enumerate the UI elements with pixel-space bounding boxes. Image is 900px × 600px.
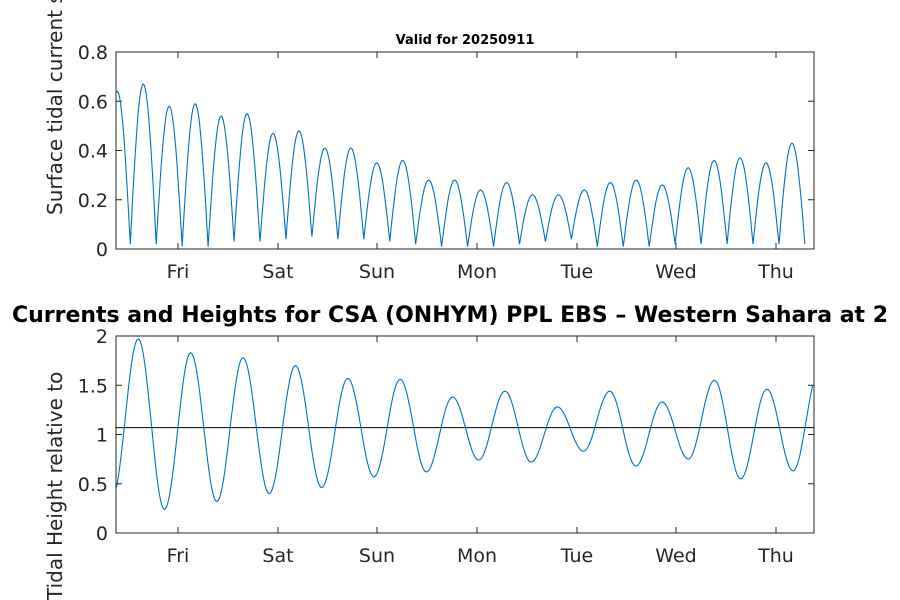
current-speed-series-line	[115, 83, 806, 247]
x-tick-label: Thu	[757, 261, 794, 283]
tidal-height-ylabel: Tidal Height relative to	[43, 372, 67, 600]
current-speed-ylabel: Surface tidal current speed, kn	[43, 0, 67, 215]
current-speed-ticks: 0 0.2 0.4 0.6 0.8 Fri Sat Sun Mon Tue Wed Thu	[78, 42, 814, 283]
x-tick-label: Sat	[262, 545, 293, 567]
current-speed-title: Valid for 20250911	[396, 33, 535, 48]
x-tick-label: Wed	[655, 545, 696, 567]
x-tick-label: Sat	[262, 261, 293, 283]
x-tick-label: Fri	[167, 545, 190, 567]
tidal-height-series-line	[115, 338, 814, 511]
tidal-height-ticks: 0 0.5 1 1.5 2 Fri Sat Sun Mon Tue Wed Thu	[78, 326, 814, 567]
x-tick-label: Mon	[457, 261, 497, 283]
x-tick-label: Tue	[560, 545, 593, 567]
y-tick-label: 1.5	[78, 375, 108, 397]
x-tick-label: Mon	[457, 545, 497, 567]
y-tick-label: 0.8	[78, 42, 108, 64]
x-tick-label: Sun	[359, 261, 395, 283]
x-tick-label: Sun	[359, 545, 395, 567]
main-title: Currents and Heights for CSA (ONHYM) PPL…	[12, 303, 888, 328]
y-tick-label: 0.6	[78, 91, 108, 113]
tidal-height-plot: 0 0.5 1 1.5 2 Fri Sat Sun Mon Tue Wed Thu Tidal Hei…	[43, 326, 815, 600]
y-tick-label: 0	[96, 523, 108, 545]
y-tick-label: 0.2	[78, 190, 108, 212]
x-tick-label: Tue	[560, 261, 593, 283]
x-tick-label: Wed	[655, 261, 696, 283]
y-tick-label: 0.4	[78, 141, 108, 163]
current-speed-plot: Valid for 20250911 0 0.2 0.4 0.6 0.8 Fri Sat Su…	[43, 0, 815, 283]
x-tick-label: Thu	[757, 545, 794, 567]
y-tick-label: 1	[96, 425, 108, 447]
current-speed-axes-box	[115, 51, 815, 250]
y-tick-label: 0.5	[78, 474, 108, 496]
y-tick-label: 0	[96, 239, 108, 261]
tidal-height-axes-box	[115, 335, 815, 534]
y-tick-label: 2	[96, 326, 108, 348]
x-tick-label: Fri	[167, 261, 190, 283]
